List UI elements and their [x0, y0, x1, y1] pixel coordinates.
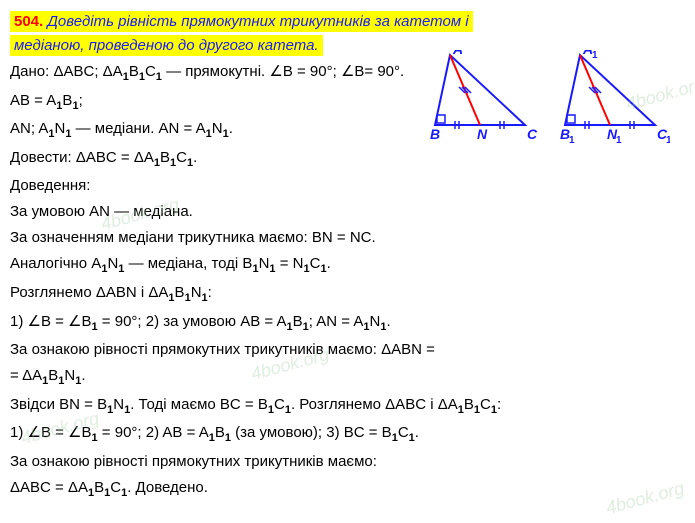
t: . — [229, 120, 233, 137]
proof-line-9: Розглянемо ΔABN і ΔA1B1N1: — [10, 281, 685, 308]
t: N — [212, 120, 223, 137]
t: . — [386, 313, 390, 330]
t: ΔABC = ΔA — [10, 479, 88, 496]
t: — медіани. AN = A — [71, 120, 205, 137]
proof-line-12: = ΔA1B1N1. — [10, 364, 685, 391]
triangle-1-svg: A B C N — [430, 50, 540, 145]
proof-line-6: За умовою AN — медіана. — [10, 200, 685, 224]
t: . Доведено. — [127, 479, 208, 496]
t: . — [327, 255, 331, 272]
t: B — [293, 313, 303, 330]
t: C — [310, 255, 321, 272]
t: N — [370, 313, 381, 330]
t: . — [415, 424, 419, 441]
t: N — [107, 255, 118, 272]
svg-text:1: 1 — [616, 135, 622, 145]
t: C — [274, 396, 285, 413]
t: : — [497, 396, 501, 413]
t: . — [193, 149, 197, 166]
t: C — [480, 396, 491, 413]
svg-text:B: B — [430, 126, 440, 142]
proof-line-16: ΔABC = ΔA1B1C1. Доведено. — [10, 476, 685, 503]
proof-line-14: 1) ∠B = ∠B1 = 90°; 2) AB = A1B1 (за умов… — [10, 421, 685, 448]
svg-text:1: 1 — [569, 135, 575, 145]
t: 1) ∠B = ∠B — [10, 424, 92, 441]
t: AN; A — [10, 120, 48, 137]
t: C — [176, 149, 187, 166]
t: = ΔA — [10, 367, 42, 384]
t: AB = A — [10, 92, 56, 109]
svg-text:1: 1 — [666, 135, 670, 145]
t: N — [191, 284, 202, 301]
t: N — [259, 255, 270, 272]
svg-text:N: N — [477, 126, 488, 142]
t: . Тоді маємо BC = B — [130, 396, 268, 413]
t: B — [48, 367, 58, 384]
t: (за умовою); 3) BC = B — [231, 424, 392, 441]
t: B — [215, 424, 225, 441]
problem-statement-2: медіаною, проведеною до другого катета. — [10, 35, 323, 56]
t: C — [110, 479, 121, 496]
t: B — [129, 63, 139, 80]
proof-line-13: Звідси BN = B1N1. Тоді маємо BC = B1C1. … — [10, 393, 685, 420]
proof-line-7: За означенням медіани трикутника маємо: … — [10, 226, 685, 250]
problem-header: 504. Доведіть рівність прямокутних трику… — [10, 11, 473, 32]
t: = 90°; 2) за умовою AB = A — [98, 313, 287, 330]
t: B — [175, 284, 185, 301]
t: — прямокутні. ∠B = 90°; ∠B= 90°. — [162, 63, 404, 80]
t: Дано: ΔABC; ΔA — [10, 63, 123, 80]
t: Довести: ΔABC = ΔA — [10, 149, 154, 166]
t: N — [113, 396, 124, 413]
t: B — [94, 479, 104, 496]
t: N — [64, 367, 75, 384]
figures-container: A B C N A1B1C1N1 — [430, 50, 670, 145]
t: . — [81, 367, 85, 384]
proof-line-10: 1) ∠B = ∠B1 = 90°; 2) за умовою AB = A1B… — [10, 310, 685, 337]
t: C — [398, 424, 409, 441]
svg-text:A: A — [452, 50, 463, 57]
svg-text:1: 1 — [592, 50, 598, 61]
t: ; AN = A — [309, 313, 364, 330]
proof-line-15: За ознакою рівності прямокутних трикутни… — [10, 450, 685, 474]
t: — медіана, тоді B — [124, 255, 252, 272]
prove-line: Довести: ΔABC = ΔA1B1C1. — [10, 146, 685, 173]
t: N — [54, 120, 65, 137]
triangle-2-svg: A1B1C1N1 — [560, 50, 670, 145]
svg-text:C: C — [527, 126, 538, 142]
proof-line-11: За ознакою рівності прямокутних трикутни… — [10, 338, 685, 362]
t: B — [464, 396, 474, 413]
t: B — [62, 92, 72, 109]
proof-label: Доведення: — [10, 174, 685, 198]
t: 1) ∠B = ∠B — [10, 313, 92, 330]
t: Розглянемо ΔABN і ΔA — [10, 284, 168, 301]
t: : — [208, 284, 212, 301]
t: Аналогічно A — [10, 255, 101, 272]
t: = N — [276, 255, 304, 272]
t: = 90°; 2) AB = A — [98, 424, 209, 441]
t: B — [160, 149, 170, 166]
proof-line-8: Аналогічно A1N1 — медіана, тоді B1N1 = N… — [10, 252, 685, 279]
t: ; — [79, 92, 83, 109]
t: C — [145, 63, 156, 80]
problem-number: 504. — [14, 13, 43, 30]
t: . Розглянемо ΔABC і ΔA — [291, 396, 458, 413]
problem-statement-1: Доведіть рівність прямокутних трикутникі… — [47, 13, 468, 30]
t: Звідси BN = B — [10, 396, 107, 413]
